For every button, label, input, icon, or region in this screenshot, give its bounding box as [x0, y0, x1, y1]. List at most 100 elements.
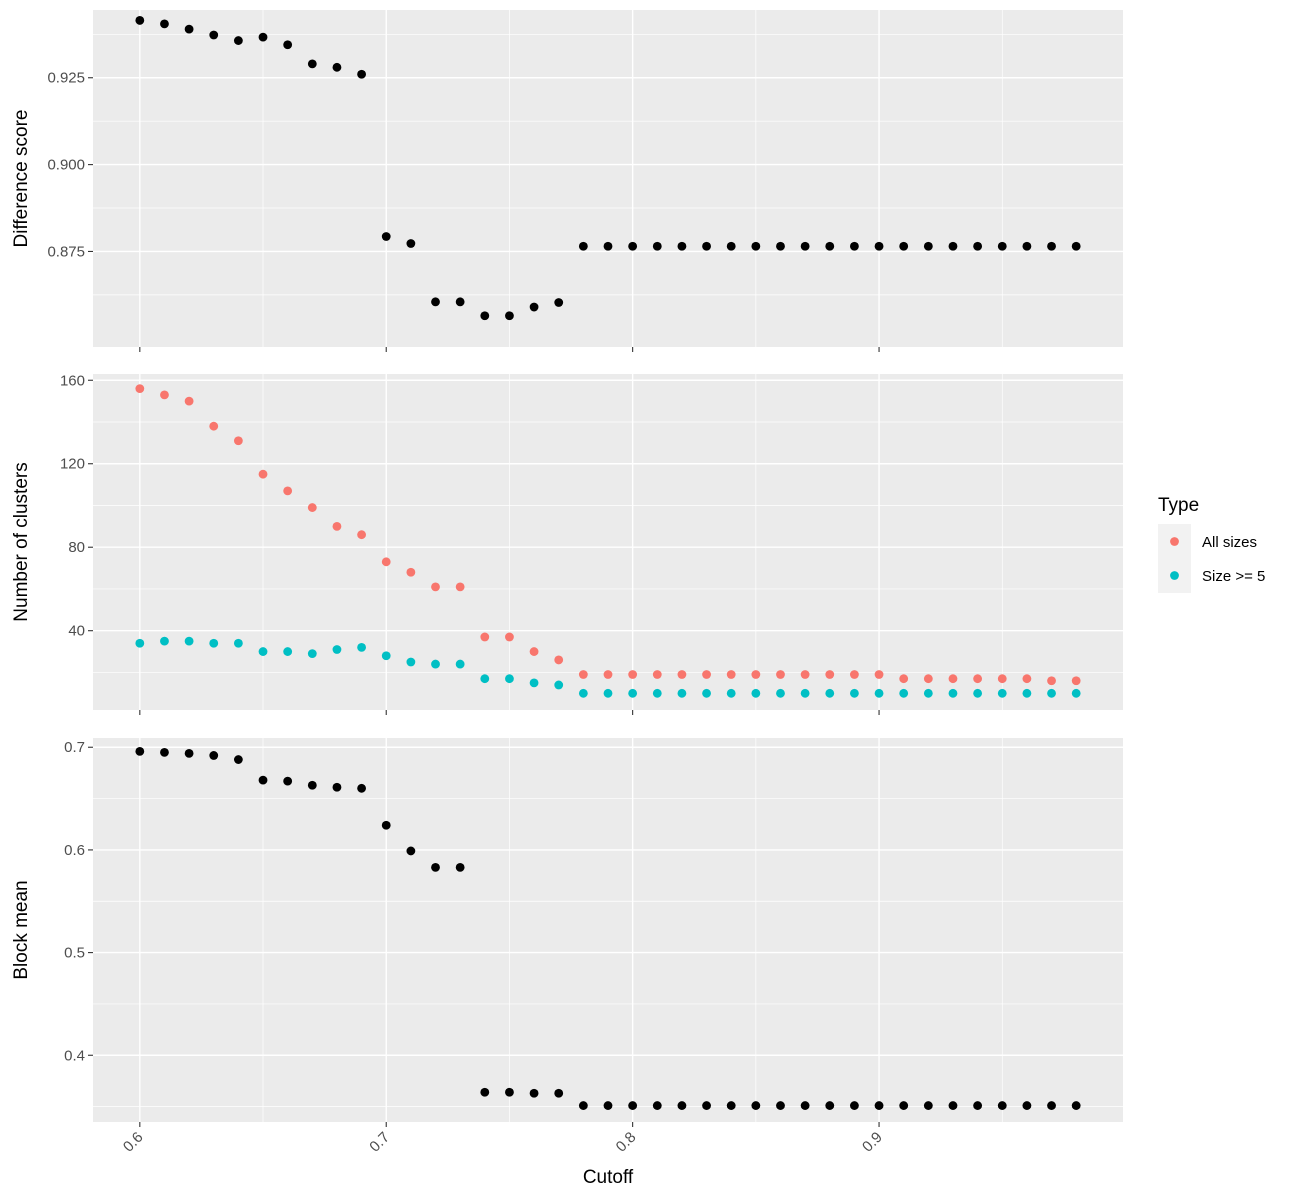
data-point [923, 688, 933, 698]
data-point [776, 670, 785, 679]
data-point [800, 1101, 810, 1110]
data-point [850, 241, 859, 251]
data-point [825, 670, 835, 679]
data-point [973, 688, 983, 698]
data-point [751, 688, 761, 698]
data-point [258, 775, 268, 785]
data-point [997, 241, 1007, 251]
data-point [480, 632, 490, 642]
y-tick-label: 0.900 [47, 157, 85, 174]
data-point [726, 1101, 736, 1110]
data-point [1047, 1101, 1056, 1110]
data-point [1047, 676, 1056, 686]
data-point [652, 241, 662, 251]
series-1 [135, 16, 1081, 321]
data-point [973, 674, 983, 684]
panel-2: 40 80 120 160 Number of clusters [11, 372, 1123, 715]
data-point [1022, 674, 1032, 684]
panel-background [93, 374, 1123, 710]
data-point [209, 638, 219, 648]
panel-background [93, 10, 1123, 347]
data-point [381, 820, 391, 830]
legend-item: All sizes [1158, 524, 1257, 559]
x-axis-title: Cutoff [583, 1167, 634, 1188]
data-point [726, 688, 736, 698]
data-point [209, 421, 219, 431]
data-point [899, 1101, 909, 1110]
data-point [406, 846, 416, 856]
data-point [850, 688, 859, 698]
data-point [258, 32, 268, 42]
y-tick-label: 0.925 [47, 70, 85, 87]
data-point [357, 642, 366, 652]
data-point [1071, 676, 1081, 686]
x-tick-label: 0.8 [613, 1129, 640, 1156]
data-point [628, 241, 638, 251]
legend-swatch [1170, 571, 1179, 580]
data-point [628, 688, 638, 698]
data-point [529, 647, 539, 656]
y-tick-label: 0.6 [64, 842, 85, 859]
data-point [702, 1101, 711, 1110]
data-point [160, 19, 169, 29]
data-point [332, 62, 342, 72]
x-tick-labels: 0.6 0.7 0.8 0.9 [120, 1129, 886, 1156]
data-point [702, 688, 711, 698]
data-point [923, 1101, 933, 1110]
data-point [135, 638, 145, 648]
x-tick-label: 0.7 [366, 1129, 393, 1156]
data-point [751, 241, 761, 251]
data-point [603, 241, 613, 251]
data-point [381, 557, 391, 567]
legend-items: All sizes Size >= 5 [1158, 524, 1265, 593]
y-axis-title: Difference score [11, 110, 32, 248]
data-point [1022, 688, 1032, 698]
data-point [233, 436, 243, 446]
data-point [554, 1088, 564, 1098]
y-tick-label: 0.5 [64, 945, 85, 962]
data-point [357, 69, 366, 79]
data-point [825, 1101, 835, 1110]
y-tick-label: 40 [68, 623, 85, 640]
data-point [923, 241, 933, 251]
data-point [997, 674, 1007, 684]
data-point [578, 670, 588, 679]
data-point [233, 36, 243, 45]
data-point [160, 390, 169, 400]
data-point [973, 241, 983, 251]
data-point [850, 1101, 859, 1110]
data-point [258, 469, 268, 479]
data-point [135, 16, 145, 25]
data-point [948, 241, 958, 251]
data-point [455, 582, 465, 592]
legend: Type All sizes Size >= 5 [1158, 495, 1265, 593]
data-point [307, 59, 317, 69]
legend-item: Size >= 5 [1158, 558, 1265, 593]
data-point [726, 241, 736, 251]
data-point [455, 297, 465, 307]
data-point [874, 1101, 884, 1110]
data-point [677, 1101, 687, 1110]
data-point [677, 688, 687, 698]
data-point [677, 670, 687, 679]
data-point [283, 40, 293, 50]
data-point [1071, 1101, 1081, 1110]
panel-1: 0.875 0.900 0.925 Difference score [11, 10, 1123, 352]
data-point [628, 1101, 638, 1110]
data-point [1022, 1101, 1032, 1110]
legend-swatch [1170, 537, 1179, 546]
data-point [652, 688, 662, 698]
data-point [702, 241, 711, 251]
data-point [381, 651, 391, 661]
data-point [381, 232, 391, 241]
data-point [850, 670, 859, 679]
data-point [899, 241, 909, 251]
data-point [973, 1101, 983, 1110]
y-axis-title: Block mean [11, 880, 32, 979]
data-point [357, 783, 366, 793]
panel-3: 0.4 0.5 0.6 0.7 Block mean [11, 738, 1123, 1127]
data-point [825, 688, 835, 698]
data-point [776, 241, 785, 251]
data-point [307, 649, 317, 659]
data-point [874, 688, 884, 698]
